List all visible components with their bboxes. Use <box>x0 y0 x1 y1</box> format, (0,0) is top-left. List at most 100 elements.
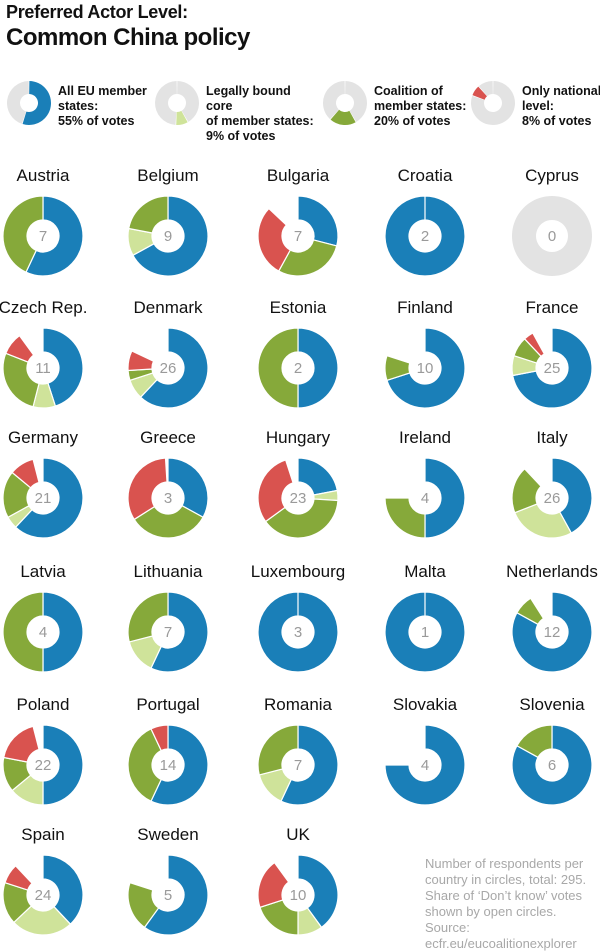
legend-swatch-coalition-part-0 <box>345 81 367 122</box>
respondents-estonia: 2 <box>294 360 302 377</box>
country-name-ireland: Ireland <box>399 428 451 447</box>
respondents-latvia: 4 <box>39 624 47 641</box>
segment-italy-all-eu <box>551 457 593 534</box>
donut-netherlands: Netherlands 12 <box>506 562 598 673</box>
chart-title-line1: Preferred Actor Level: <box>6 2 188 22</box>
segment-netherlands-coalition <box>516 597 545 626</box>
segment-czech-rep-all-eu <box>42 327 84 407</box>
donut-latvia: Latvia 4 <box>2 562 84 673</box>
donut-croatia: Croatia 2 <box>384 166 466 277</box>
segment-germany-national <box>11 458 40 489</box>
country-name-romania: Romania <box>264 695 333 714</box>
country-name-slovenia: Slovenia <box>519 695 585 714</box>
footnote: Number of respondents per country in cir… <box>425 856 587 951</box>
legend-swatch-national-part-2 <box>478 81 493 97</box>
respondents-belgium: 9 <box>164 228 172 245</box>
donut-belgium: Belgium 9 <box>127 166 209 277</box>
segment-greece-coalition <box>133 504 204 539</box>
segment-luxembourg-all-eu <box>257 591 339 673</box>
segment-portugal-coalition <box>127 728 162 802</box>
segment-bulgaria-all-eu <box>297 195 339 247</box>
segment-lithuania-coalition <box>127 591 169 643</box>
segment-portugal-national <box>150 724 169 752</box>
legend-swatch-national <box>471 81 515 125</box>
segment-sweden-coalition <box>127 881 160 929</box>
segment-austria-all-eu <box>25 195 84 277</box>
respondents-greece: 3 <box>164 490 172 507</box>
respondents-bulgaria: 7 <box>294 228 302 245</box>
respondents-ireland: 4 <box>421 490 429 507</box>
donut-cyprus: Cyprus 0 <box>511 166 592 276</box>
country-name-italy: Italy <box>536 428 568 447</box>
legend-label-all-eu: All EU member states: 55% of votes <box>58 84 147 128</box>
respondents-malta: 1 <box>421 624 429 641</box>
country-name-bulgaria: Bulgaria <box>267 166 330 185</box>
donut-sweden: Sweden 5 <box>127 825 209 936</box>
respondents-uk: 10 <box>290 887 307 904</box>
donut-bulgaria: Bulgaria 7 <box>257 166 339 277</box>
legend-swatch-coalition-part-2 <box>323 81 345 120</box>
donut-austria: Austria 7 <box>2 166 84 277</box>
respondents-slovakia: 4 <box>421 757 429 774</box>
country-name-portugal: Portugal <box>136 695 199 714</box>
country-name-slovakia: Slovakia <box>393 695 458 714</box>
legend-label-national: Only national level: 8% of votes <box>522 84 600 128</box>
segment-poland-all-eu <box>42 724 84 806</box>
country-name-sweden: Sweden <box>137 825 198 844</box>
segment-netherlands-all-eu <box>511 591 593 673</box>
country-name-malta: Malta <box>404 562 446 581</box>
respondents-sweden: 5 <box>164 887 172 904</box>
segment-poland-national <box>3 725 40 763</box>
respondents-netherlands: 12 <box>544 624 561 641</box>
country-name-poland: Poland <box>17 695 70 714</box>
legend-swatch-core-part-2 <box>155 81 177 125</box>
donut-spain: Spain 24 <box>2 825 84 936</box>
segment-ireland-coalition <box>384 497 426 539</box>
segment-malta-all-eu <box>384 591 466 673</box>
chart-title-line2: Common China policy <box>6 24 250 51</box>
legend-label-coalition: Coalition of member states: 20% of votes <box>374 84 467 128</box>
donut-uk: UK 10 <box>257 825 339 936</box>
segment-greece-all-eu <box>167 457 209 519</box>
respondents-france: 25 <box>544 360 561 377</box>
donut-estonia: Estonia 2 <box>257 298 339 409</box>
respondents-germany: 21 <box>35 490 52 507</box>
respondents-luxembourg: 3 <box>294 624 302 641</box>
country-name-finland: Finland <box>397 298 453 317</box>
respondents-croatia: 2 <box>421 228 429 245</box>
country-name-lithuania: Lithuania <box>133 562 203 581</box>
segment-slovakia-all-eu <box>384 724 466 806</box>
segment-slovenia-coalition <box>516 724 553 759</box>
donut-hungary: Hungary 23 <box>257 428 339 539</box>
segment-sweden-all-eu <box>143 854 209 936</box>
respondents-portugal: 14 <box>160 757 177 774</box>
segment-bulgaria-national <box>257 207 292 272</box>
donut-czech-rep: Czech Rep. 11 <box>0 298 87 409</box>
legend-swatch-all-eu <box>7 81 52 125</box>
legend-swatch-core <box>155 81 199 125</box>
donut-poland: Poland 22 <box>2 695 84 806</box>
country-name-netherlands: Netherlands <box>506 562 598 581</box>
segment-spain-all-eu <box>42 854 84 926</box>
segment-denmark-all-eu <box>139 327 209 409</box>
segment-greece-national <box>127 457 168 521</box>
segment-czech-rep-national <box>5 334 35 363</box>
donut-italy: Italy 26 <box>511 428 593 539</box>
donut-germany: Germany 21 <box>2 428 84 539</box>
segment-denmark-national <box>127 350 155 372</box>
respondents-italy: 26 <box>544 490 561 507</box>
donut-portugal: Portugal 14 <box>127 695 209 806</box>
respondents-austria: 7 <box>39 228 47 245</box>
respondents-romania: 7 <box>294 757 302 774</box>
donut-luxembourg: Luxembourg 3 <box>251 562 345 673</box>
country-name-belgium: Belgium <box>137 166 198 185</box>
segment-latvia-all-eu <box>42 591 84 673</box>
respondents-poland: 22 <box>35 757 52 774</box>
donut-romania: Romania 7 <box>257 695 339 806</box>
segment-latvia-coalition <box>2 591 44 673</box>
donut-malta: Malta 1 <box>384 562 466 673</box>
country-name-spain: Spain <box>21 825 64 844</box>
donut-france: France 25 <box>511 298 593 409</box>
segment-slovenia-all-eu <box>511 724 593 806</box>
country-name-germany: Germany <box>8 428 78 447</box>
